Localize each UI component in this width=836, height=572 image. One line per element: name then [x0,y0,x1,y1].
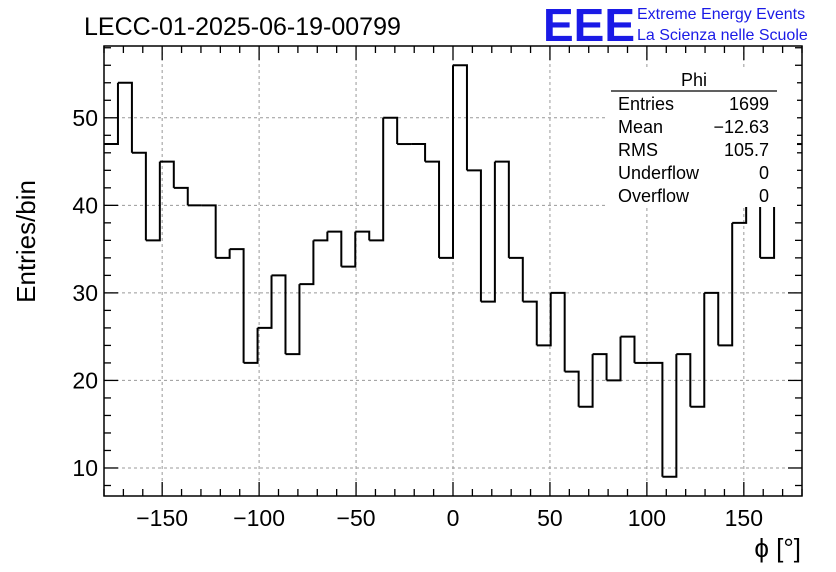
histogram-bin [229,248,245,363]
y-tick-label: 30 [72,280,98,306]
histogram-bin [536,292,552,347]
stats-row-label: Underflow [618,163,700,183]
histogram-bin [704,291,720,346]
histogram [104,64,802,478]
histogram-bin [131,151,147,241]
x-tick-label: 50 [537,505,563,531]
x-tick-label: −50 [337,505,376,531]
histogram-bin [159,160,175,188]
tick-labels: −150 −100 −50 0 50 100 150 10 20 30 40 50 [72,105,763,531]
histogram-bin [104,82,119,146]
histogram-bin [243,327,259,364]
x-axis-title: ϕ [°] [754,533,801,563]
histogram-bin [620,335,636,363]
histogram-bin [341,231,357,268]
histogram-bin [453,64,468,171]
stats-row-value: 0 [759,163,769,183]
x-tick-label: −100 [233,505,285,531]
histogram-bin [606,336,622,382]
histogram-bin [508,256,524,302]
axis-ticks [103,46,803,496]
histogram-bin [466,169,482,302]
histogram-bin [271,274,287,355]
stats-box: Phi Entries 1699 Mean −12.63 RMS 105.7 Underfl… [607,70,797,207]
stats-row-value: 105.7 [724,140,769,160]
histogram-bin [215,249,231,259]
x-tick-label: −150 [136,505,188,531]
stats-title: Phi [681,70,707,90]
histogram-bin [425,160,441,258]
histogram-bin [550,291,566,372]
histogram-bin [494,160,510,258]
logo-letters: EEE [543,0,635,51]
stats-box-background [607,70,797,207]
stats-row-label: Entries [618,94,674,114]
histogram-bin [676,353,692,407]
histogram-bin [592,353,608,381]
histogram-bin [718,222,734,347]
x-tick-label: 0 [447,505,460,531]
histogram-bin [760,196,776,259]
histogram-bin [662,354,678,478]
stats-rows: Entries 1699 Mean −12.63 RMS 105.7 Underflow 0 O… [618,94,769,206]
histogram-bin [145,161,161,242]
histogram-bin [201,204,217,258]
histogram-bin [480,161,496,303]
histogram-bin [369,117,385,242]
stats-row-value: −12.63 [713,117,769,137]
stats-row-value: 1699 [729,94,769,114]
stats-row-label: Overflow [618,186,690,206]
x-tick-label: 150 [725,505,763,531]
histogram-bin [313,231,329,242]
stats-row-value: 0 [759,186,769,206]
stats-row-label: RMS [618,140,658,160]
stats-row-label: Mean [618,117,663,137]
logo-line-1: Extreme Energy Events [637,6,805,23]
chart-title: LECC-01-2025-06-19-00799 [84,13,401,41]
histogram-bin [690,292,706,408]
histogram-bin [746,204,762,258]
histogram-bin [327,230,343,267]
y-tick-label: 20 [72,367,98,393]
histogram-bin [411,143,427,162]
histogram-bin [285,284,301,356]
histogram-bin [564,370,580,407]
eee-logo: EEE Extreme Energy Events La Scienza nel… [543,0,808,51]
histogram-bin [257,275,273,329]
x-tick-label: 100 [628,505,666,531]
y-tick-label: 10 [72,455,98,481]
histogram-bin [732,205,748,224]
histogram-bin [173,186,189,206]
histogram-bin [355,230,371,241]
histogram-bin [578,354,594,408]
y-axis-title: Entries/bin [11,180,41,303]
y-tick-label: 50 [72,105,98,131]
histogram-bin [383,116,399,145]
y-tick-label: 40 [72,192,98,218]
histogram-bin [522,300,538,346]
histogram-bin [648,361,664,477]
histogram-bin [117,81,133,153]
histogram-bin [299,240,315,286]
histogram-bin [439,65,454,259]
logo-line-2: La Scienza nelle Scuole [637,27,808,44]
